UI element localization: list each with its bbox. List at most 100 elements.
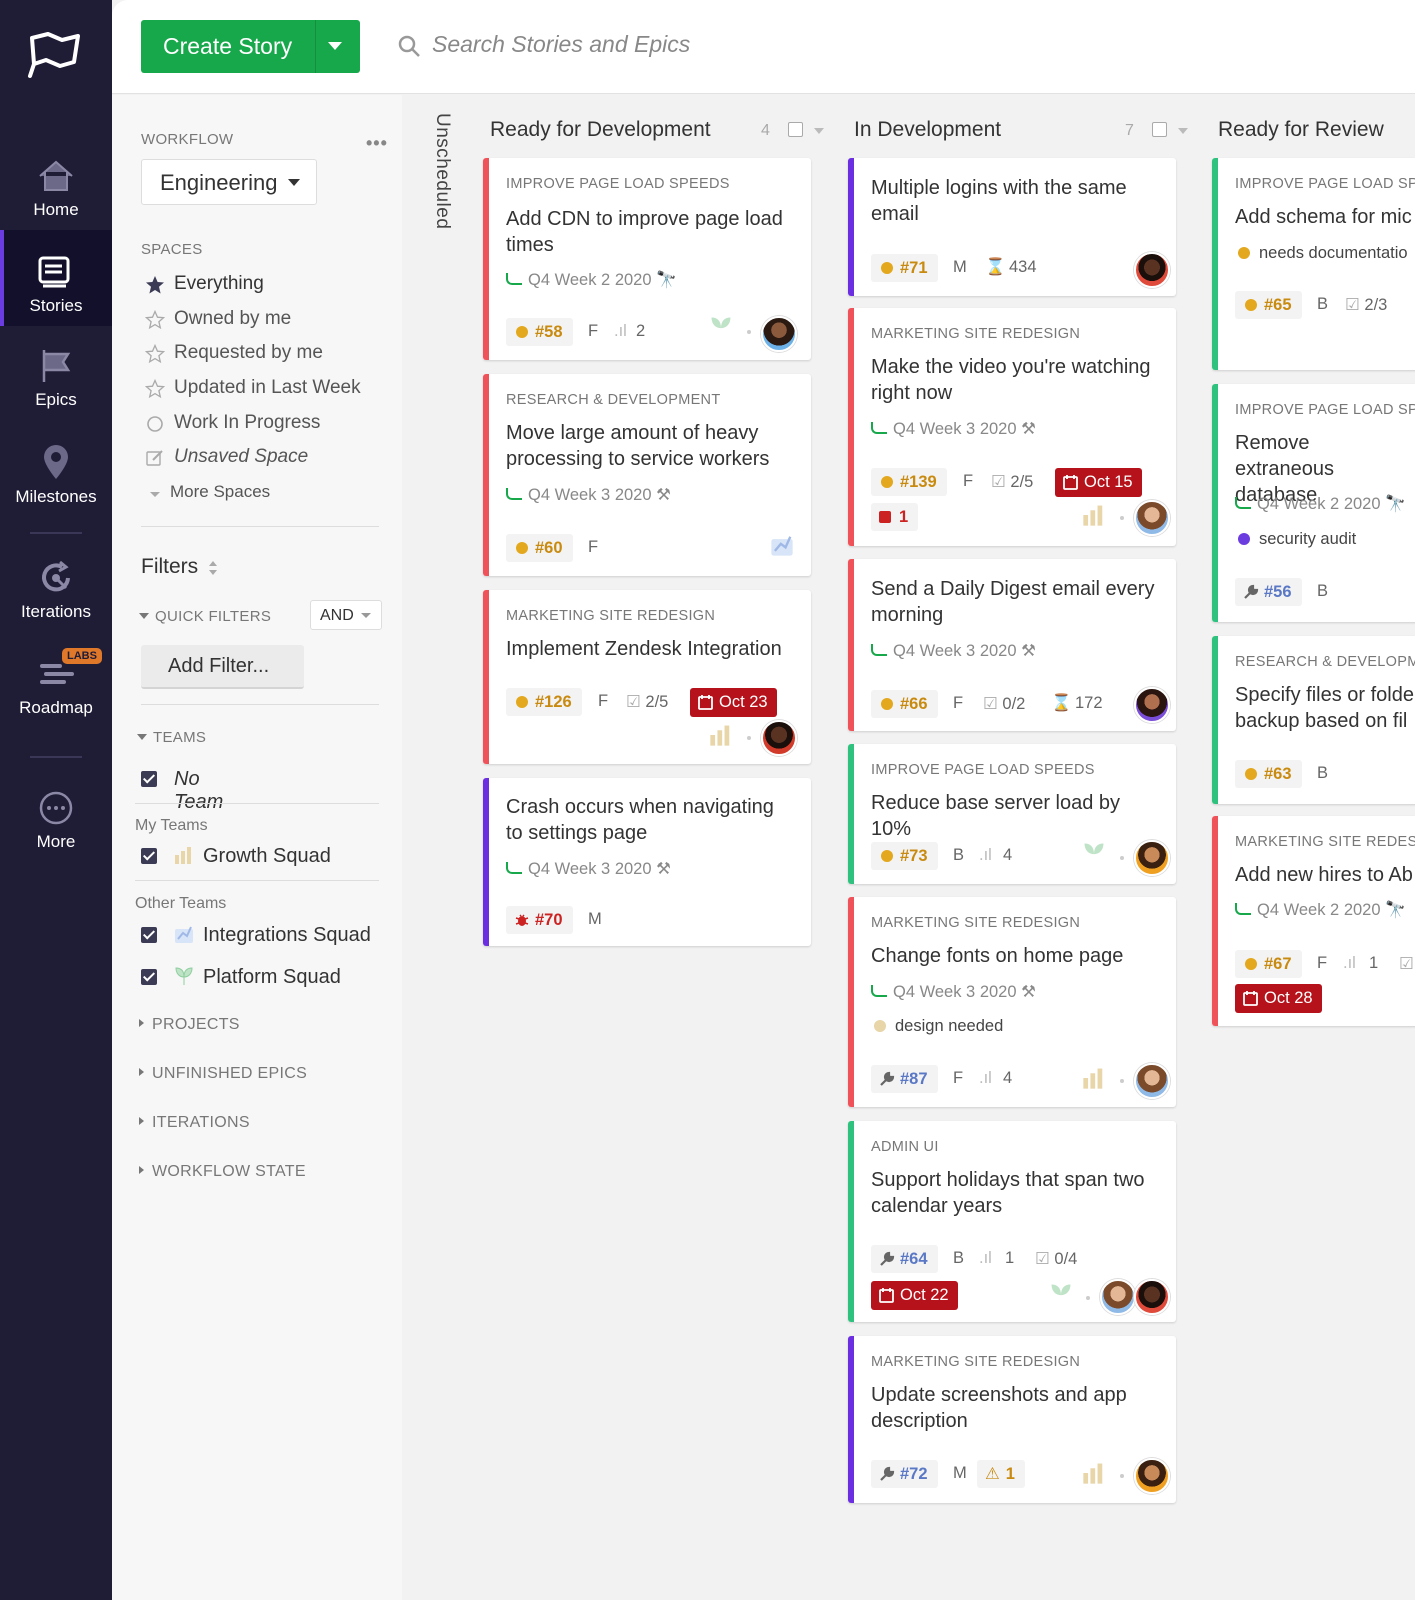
card-epic[interactable]: IMPROVE PAGE LOAD SPEEDS [506, 176, 730, 192]
nav-home[interactable]: Home [0, 156, 112, 252]
checkbox[interactable] [141, 969, 157, 985]
story-card[interactable]: MARKETING SITE REDESIG Add new hires to … [1212, 816, 1415, 1026]
iterations-toggle[interactable]: ITERATIONS [139, 1114, 250, 1132]
card-title[interactable]: Send a Daily Digest email every morning [871, 578, 1155, 626]
card-iteration[interactable]: Q4 Week 3 2020 ⚒ [871, 641, 1036, 661]
chevron-down-icon[interactable] [814, 128, 824, 134]
more-options-icon[interactable]: ••• [366, 133, 388, 153]
story-id[interactable]: #70 [506, 906, 573, 934]
projects-toggle[interactable]: PROJECTS [139, 1016, 240, 1034]
story-card[interactable]: IMPROVE PAGE LOAD SPE Remove extraneous … [1212, 384, 1415, 622]
column-select-checkbox[interactable] [1152, 122, 1167, 137]
card-epic[interactable]: IMPROVE PAGE LOAD SPE [1235, 402, 1415, 418]
card-title[interactable]: Implement Zendesk Integration [506, 638, 782, 660]
story-card[interactable]: IMPROVE PAGE LOAD SPEEDS Add CDN to impr… [483, 158, 811, 360]
workflow-select[interactable]: Engineering [141, 159, 317, 205]
add-filter-button[interactable]: Add Filter... [141, 645, 304, 689]
blocker-badge[interactable]: 1 [871, 503, 919, 531]
workflow-state-toggle[interactable]: WORKFLOW STATE [139, 1163, 306, 1181]
story-label[interactable]: design needed [874, 1017, 1003, 1036]
card-title[interactable]: Specify files or folde backup based on f… [1235, 684, 1414, 732]
story-card[interactable]: IMPROVE PAGE LOAD SPEEDS Reduce base ser… [848, 744, 1176, 884]
nav-epics[interactable]: Epics [0, 346, 112, 442]
card-epic[interactable]: RESEARCH & DEVELOPME [1235, 654, 1415, 670]
story-card[interactable]: Multiple logins with the same email #71 … [848, 158, 1176, 296]
card-epic[interactable]: IMPROVE PAGE LOAD SPE [1235, 176, 1415, 192]
card-title[interactable]: Add schema for mic [1235, 206, 1412, 228]
owner-avatar[interactable] [1134, 1458, 1170, 1494]
due-date-badge[interactable]: Oct 22 [871, 1281, 958, 1310]
card-iteration[interactable]: Q4 Week 2 2020 🔭 [1235, 495, 1406, 514]
card-iteration[interactable]: Q4 Week 2 2020 🔭 [1235, 901, 1406, 920]
story-card[interactable]: MARKETING SITE REDESIGN Implement Zendes… [483, 590, 811, 764]
create-story-button[interactable]: Create Story [141, 20, 360, 73]
story-card[interactable]: MARKETING SITE REDESIGN Change fonts on … [848, 897, 1176, 1107]
card-epic[interactable]: MARKETING SITE REDESIG [1235, 834, 1415, 850]
story-id[interactable]: #58 [506, 318, 573, 346]
owner-avatar[interactable] [761, 720, 797, 756]
nav-roadmap[interactable]: LABS Roadmap [0, 648, 112, 750]
nav-milestones[interactable]: Milestones [0, 443, 112, 539]
story-id[interactable]: #64 [871, 1245, 938, 1273]
card-epic[interactable]: RESEARCH & DEVELOPMENT [506, 392, 721, 408]
story-card[interactable]: Crash occurs when navigating to settings… [483, 778, 811, 946]
chevron-down-icon[interactable] [328, 42, 342, 50]
story-id[interactable]: #73 [871, 842, 938, 870]
nav-iterations[interactable]: Iterations [0, 558, 112, 654]
owner-avatar[interactable] [1134, 252, 1170, 288]
owner-avatar[interactable] [1134, 840, 1170, 876]
card-iteration[interactable]: Q4 Week 2 2020 🔭 [506, 271, 677, 290]
story-id[interactable]: #72 [871, 1460, 938, 1488]
card-epic[interactable]: ADMIN UI [871, 1139, 939, 1155]
card-epic[interactable]: MARKETING SITE REDESIGN [506, 608, 716, 624]
story-id[interactable]: #71 [871, 254, 938, 282]
story-id[interactable]: #56 [1235, 578, 1302, 606]
story-id[interactable]: #67 [1235, 950, 1302, 978]
story-id[interactable]: #63 [1235, 760, 1302, 788]
story-card[interactable]: MARKETING SITE REDESIGN Make the video y… [848, 308, 1176, 546]
owner-avatar[interactable] [1100, 1279, 1136, 1315]
story-card[interactable]: MARKETING SITE REDESIGN Update screensho… [848, 1336, 1176, 1503]
column-select-checkbox[interactable] [788, 122, 803, 137]
story-card[interactable]: Send a Daily Digest email every morning … [848, 559, 1176, 731]
quick-filters-toggle[interactable]: QUICK FILTERS [139, 608, 271, 625]
card-epic[interactable]: MARKETING SITE REDESIGN [871, 1354, 1081, 1370]
card-title[interactable]: Reduce base server load by 10% [871, 792, 1121, 840]
card-epic[interactable]: MARKETING SITE REDESIGN [871, 326, 1081, 342]
card-title[interactable]: Multiple logins with the same email [871, 177, 1127, 225]
card-iteration[interactable]: Q4 Week 3 2020 ⚒ [506, 485, 671, 505]
owner-avatar[interactable] [761, 316, 797, 352]
card-title[interactable]: Add new hires to Ab [1235, 864, 1413, 886]
card-epic[interactable]: IMPROVE PAGE LOAD SPEEDS [871, 762, 1095, 778]
story-id[interactable]: #87 [871, 1065, 938, 1093]
card-title[interactable]: Crash occurs when navigating to settings… [506, 796, 774, 844]
story-id[interactable]: #139 [871, 468, 947, 496]
owner-avatar[interactable] [1134, 1063, 1170, 1099]
search-input[interactable]: Search Stories and Epics [397, 26, 897, 66]
story-label[interactable]: needs documentatio [1238, 244, 1408, 263]
chevron-down-icon[interactable] [1178, 128, 1188, 134]
unscheduled-column-toggle[interactable]: Unscheduled [432, 113, 453, 230]
and-or-select[interactable]: AND [310, 600, 382, 630]
due-date-badge[interactable]: Oct 23 [690, 688, 777, 717]
owner-avatar[interactable] [1134, 500, 1170, 536]
due-date-badge[interactable]: Oct 28 [1235, 984, 1322, 1013]
checkbox[interactable] [141, 848, 157, 864]
story-card[interactable]: RESEARCH & DEVELOPME Specify files or fo… [1212, 636, 1415, 804]
warning-badge[interactable]: ⚠ 1 [977, 1460, 1025, 1488]
story-id[interactable]: #60 [506, 534, 573, 562]
teams-toggle[interactable]: TEAMS [137, 729, 206, 746]
card-title[interactable]: Make the video you're watching right now [871, 356, 1151, 404]
sort-icon[interactable] [208, 560, 218, 576]
owner-avatar[interactable] [1134, 1279, 1170, 1315]
nav-more[interactable]: More [0, 788, 112, 884]
unfinished-epics-toggle[interactable]: UNFINISHED EPICS [139, 1065, 307, 1083]
card-title[interactable]: Update screenshots and app description [871, 1384, 1127, 1432]
card-title[interactable]: Support holidays that span two calendar … [871, 1169, 1145, 1217]
card-title[interactable]: Add CDN to improve page load times [506, 208, 783, 256]
card-title[interactable]: Move large amount of heavy processing to… [506, 422, 770, 470]
checkbox[interactable] [141, 927, 157, 943]
story-id[interactable]: #126 [506, 688, 582, 716]
logo-icon[interactable] [26, 28, 84, 80]
card-epic[interactable]: MARKETING SITE REDESIGN [871, 915, 1081, 931]
